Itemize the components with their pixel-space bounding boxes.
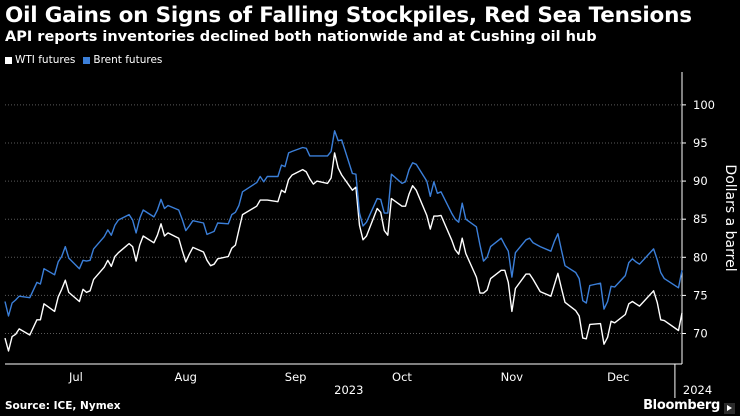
y-tick-label-90: 90 bbox=[693, 174, 708, 188]
legend-item-wti: WTI futures bbox=[5, 54, 75, 66]
legend-swatch-brent bbox=[83, 56, 91, 64]
series-line-brent bbox=[4, 130, 683, 317]
chart-subtitle: API reports inventories declined both na… bbox=[5, 29, 597, 45]
legend-swatch-wti bbox=[5, 56, 12, 64]
legend: WTI futures Brent futures bbox=[5, 54, 162, 66]
y-axis-title: Dollars a barrel bbox=[722, 164, 738, 271]
series-line-wti bbox=[4, 152, 683, 352]
year-label-2023: 2023 bbox=[334, 383, 363, 397]
year-label-2024: 2024 bbox=[683, 383, 712, 397]
x-tick-label-jul: Jul bbox=[68, 370, 83, 384]
gridlines bbox=[5, 104, 682, 335]
axis-labels: 70 75 80 85 90 95 100 Dollars a barrel Jul Aug Sep… bbox=[68, 98, 738, 397]
x-tick-label-oct: Oct bbox=[392, 370, 412, 384]
y-tick-label-85: 85 bbox=[693, 212, 708, 226]
y-tick-label-95: 95 bbox=[693, 136, 708, 150]
x-tick-label-dec: Dec bbox=[607, 370, 629, 384]
y-tick-label-75: 75 bbox=[693, 288, 708, 302]
x-tick-label-nov: Nov bbox=[501, 370, 524, 384]
legend-item-brent: Brent futures bbox=[83, 54, 162, 66]
chart-title: Oil Gains on Signs of Falling Stockpiles… bbox=[5, 3, 692, 28]
y-tick-label-70: 70 bbox=[693, 327, 708, 341]
y-tick-label-100: 100 bbox=[693, 98, 715, 112]
bloomberg-play-icon bbox=[724, 403, 735, 414]
legend-label-wti: WTI futures bbox=[15, 54, 76, 66]
x-tick-label-aug: Aug bbox=[175, 370, 197, 384]
x-tick-label-sep: Sep bbox=[285, 370, 307, 384]
y-tick-label-80: 80 bbox=[693, 250, 708, 264]
series-lines bbox=[4, 130, 683, 352]
bloomberg-logo: Bloomberg bbox=[643, 398, 720, 413]
axes bbox=[5, 72, 686, 398]
source-note: Source: ICE, Nymex bbox=[5, 400, 121, 412]
legend-label-brent: Brent futures bbox=[93, 54, 163, 66]
